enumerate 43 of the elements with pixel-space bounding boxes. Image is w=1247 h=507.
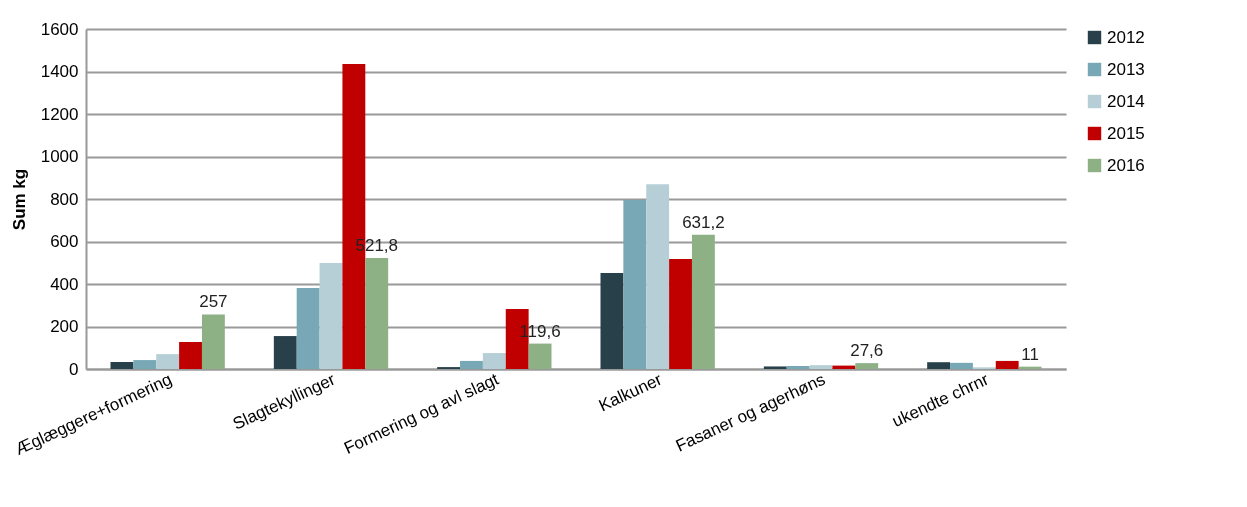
bar bbox=[273, 336, 297, 369]
data-label: 257 bbox=[199, 292, 228, 312]
bar bbox=[296, 288, 320, 369]
bar bbox=[950, 362, 973, 369]
bar bbox=[855, 363, 879, 369]
legend-label: 2013 bbox=[1107, 59, 1145, 79]
bar bbox=[179, 342, 202, 369]
y-tick-label: 1600 bbox=[40, 19, 79, 39]
bar bbox=[669, 258, 692, 369]
bar bbox=[460, 360, 483, 369]
bar bbox=[995, 360, 1019, 369]
y-tick-label: 400 bbox=[50, 274, 79, 294]
y-tick-label: 0 bbox=[69, 359, 79, 379]
bar bbox=[482, 353, 506, 369]
data-label: 27,6 bbox=[850, 341, 884, 361]
bar bbox=[365, 258, 389, 369]
bar bbox=[600, 272, 624, 369]
bar bbox=[646, 184, 670, 369]
y-tick-label: 1400 bbox=[40, 62, 79, 81]
bar bbox=[319, 262, 343, 369]
bar bbox=[110, 361, 134, 369]
y-tick-label: 200 bbox=[50, 317, 79, 336]
legend-label: 2015 bbox=[1107, 123, 1145, 143]
bar bbox=[201, 314, 225, 369]
bar bbox=[809, 365, 833, 369]
data-label: 11 bbox=[1021, 344, 1039, 364]
bar bbox=[528, 343, 552, 369]
legend-label: 2012 bbox=[1107, 27, 1145, 47]
y-tick-label: 800 bbox=[50, 189, 79, 209]
bar bbox=[691, 234, 715, 369]
legend-label: 2016 bbox=[1107, 155, 1145, 175]
legend-label: 2014 bbox=[1107, 91, 1145, 111]
y-tick-label: 600 bbox=[50, 232, 79, 251]
y-axis-title: Sum kg bbox=[9, 168, 29, 231]
bar bbox=[623, 200, 647, 369]
bar bbox=[927, 362, 951, 369]
bar bbox=[786, 366, 810, 369]
data-label: 631,2 bbox=[682, 212, 725, 232]
y-tick-label: 1200 bbox=[40, 104, 79, 124]
bar bbox=[133, 360, 157, 369]
bar bbox=[156, 354, 180, 369]
bar bbox=[763, 366, 787, 369]
y-tick-label: 1000 bbox=[40, 147, 79, 166]
